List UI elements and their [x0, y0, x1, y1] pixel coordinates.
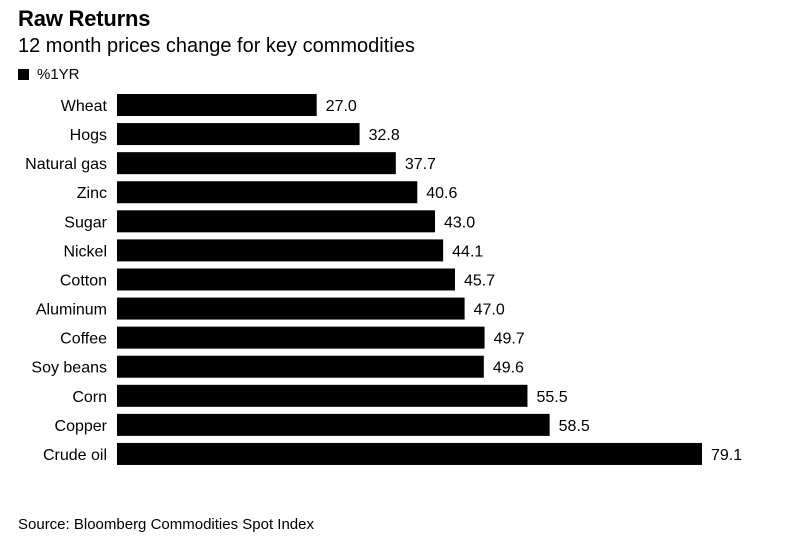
category-label-natural-gas: Natural gas: [25, 156, 107, 173]
value-label-cotton: 45.7: [464, 272, 495, 289]
category-label-aluminum: Aluminum: [36, 302, 107, 319]
bar-corn: [117, 384, 528, 407]
bar-sugar: [117, 210, 436, 233]
bar-nickel: [117, 239, 444, 262]
bar-copper: [117, 413, 550, 436]
bar-natural-gas: [117, 152, 396, 175]
value-label-nickel: 44.1: [452, 243, 483, 260]
bar-zinc: [117, 181, 418, 204]
category-label-cotton: Cotton: [60, 272, 107, 289]
value-label-copper: 58.5: [559, 418, 590, 435]
category-label-hogs: Hogs: [70, 127, 107, 144]
bar-wheat: [117, 94, 317, 116]
chart-subtitle: 12 month prices change for key commoditi…: [18, 35, 415, 57]
legend-label: %1YR: [37, 65, 80, 83]
category-label-copper: Copper: [55, 418, 108, 435]
legend: %1YR: [18, 64, 80, 84]
bar-chart: Wheat 27.0 Hogs 32.8 Natural gas 37.7 Zinc 40.6…: [25, 94, 742, 465]
value-label-coffee: 49.7: [494, 331, 525, 348]
category-label-crude-oil: Crude oil: [43, 447, 107, 464]
bar-soy-beans: [117, 355, 484, 378]
category-label-zinc: Zinc: [77, 185, 107, 202]
category-label-wheat: Wheat: [61, 98, 108, 115]
value-label-corn: 55.5: [536, 389, 567, 406]
value-label-natural-gas: 37.7: [405, 156, 436, 173]
value-label-crude-oil: 79.1: [711, 447, 742, 464]
bar-aluminum: [117, 297, 465, 320]
bar-crude-oil: [117, 442, 702, 465]
category-label-nickel: Nickel: [63, 243, 107, 260]
category-label-sugar: Sugar: [64, 214, 107, 231]
legend-swatch: [18, 68, 29, 80]
value-label-aluminum: 47.0: [474, 302, 505, 319]
chart-title: Raw Returns: [18, 6, 151, 31]
value-label-zinc: 40.6: [426, 185, 457, 202]
value-label-soy-beans: 49.6: [493, 360, 524, 377]
category-label-soy-beans: Soy beans: [31, 360, 107, 377]
category-label-corn: Corn: [72, 389, 107, 406]
source-note: Source: Bloomberg Commodities Spot Index: [18, 516, 314, 533]
value-label-sugar: 43.0: [444, 214, 475, 231]
bar-coffee: [117, 326, 485, 349]
value-label-wheat: 27.0: [326, 98, 357, 115]
category-label-coffee: Coffee: [60, 331, 107, 348]
value-label-hogs: 32.8: [369, 127, 400, 144]
bar-hogs: [117, 123, 360, 146]
bar-cotton: [117, 268, 455, 291]
